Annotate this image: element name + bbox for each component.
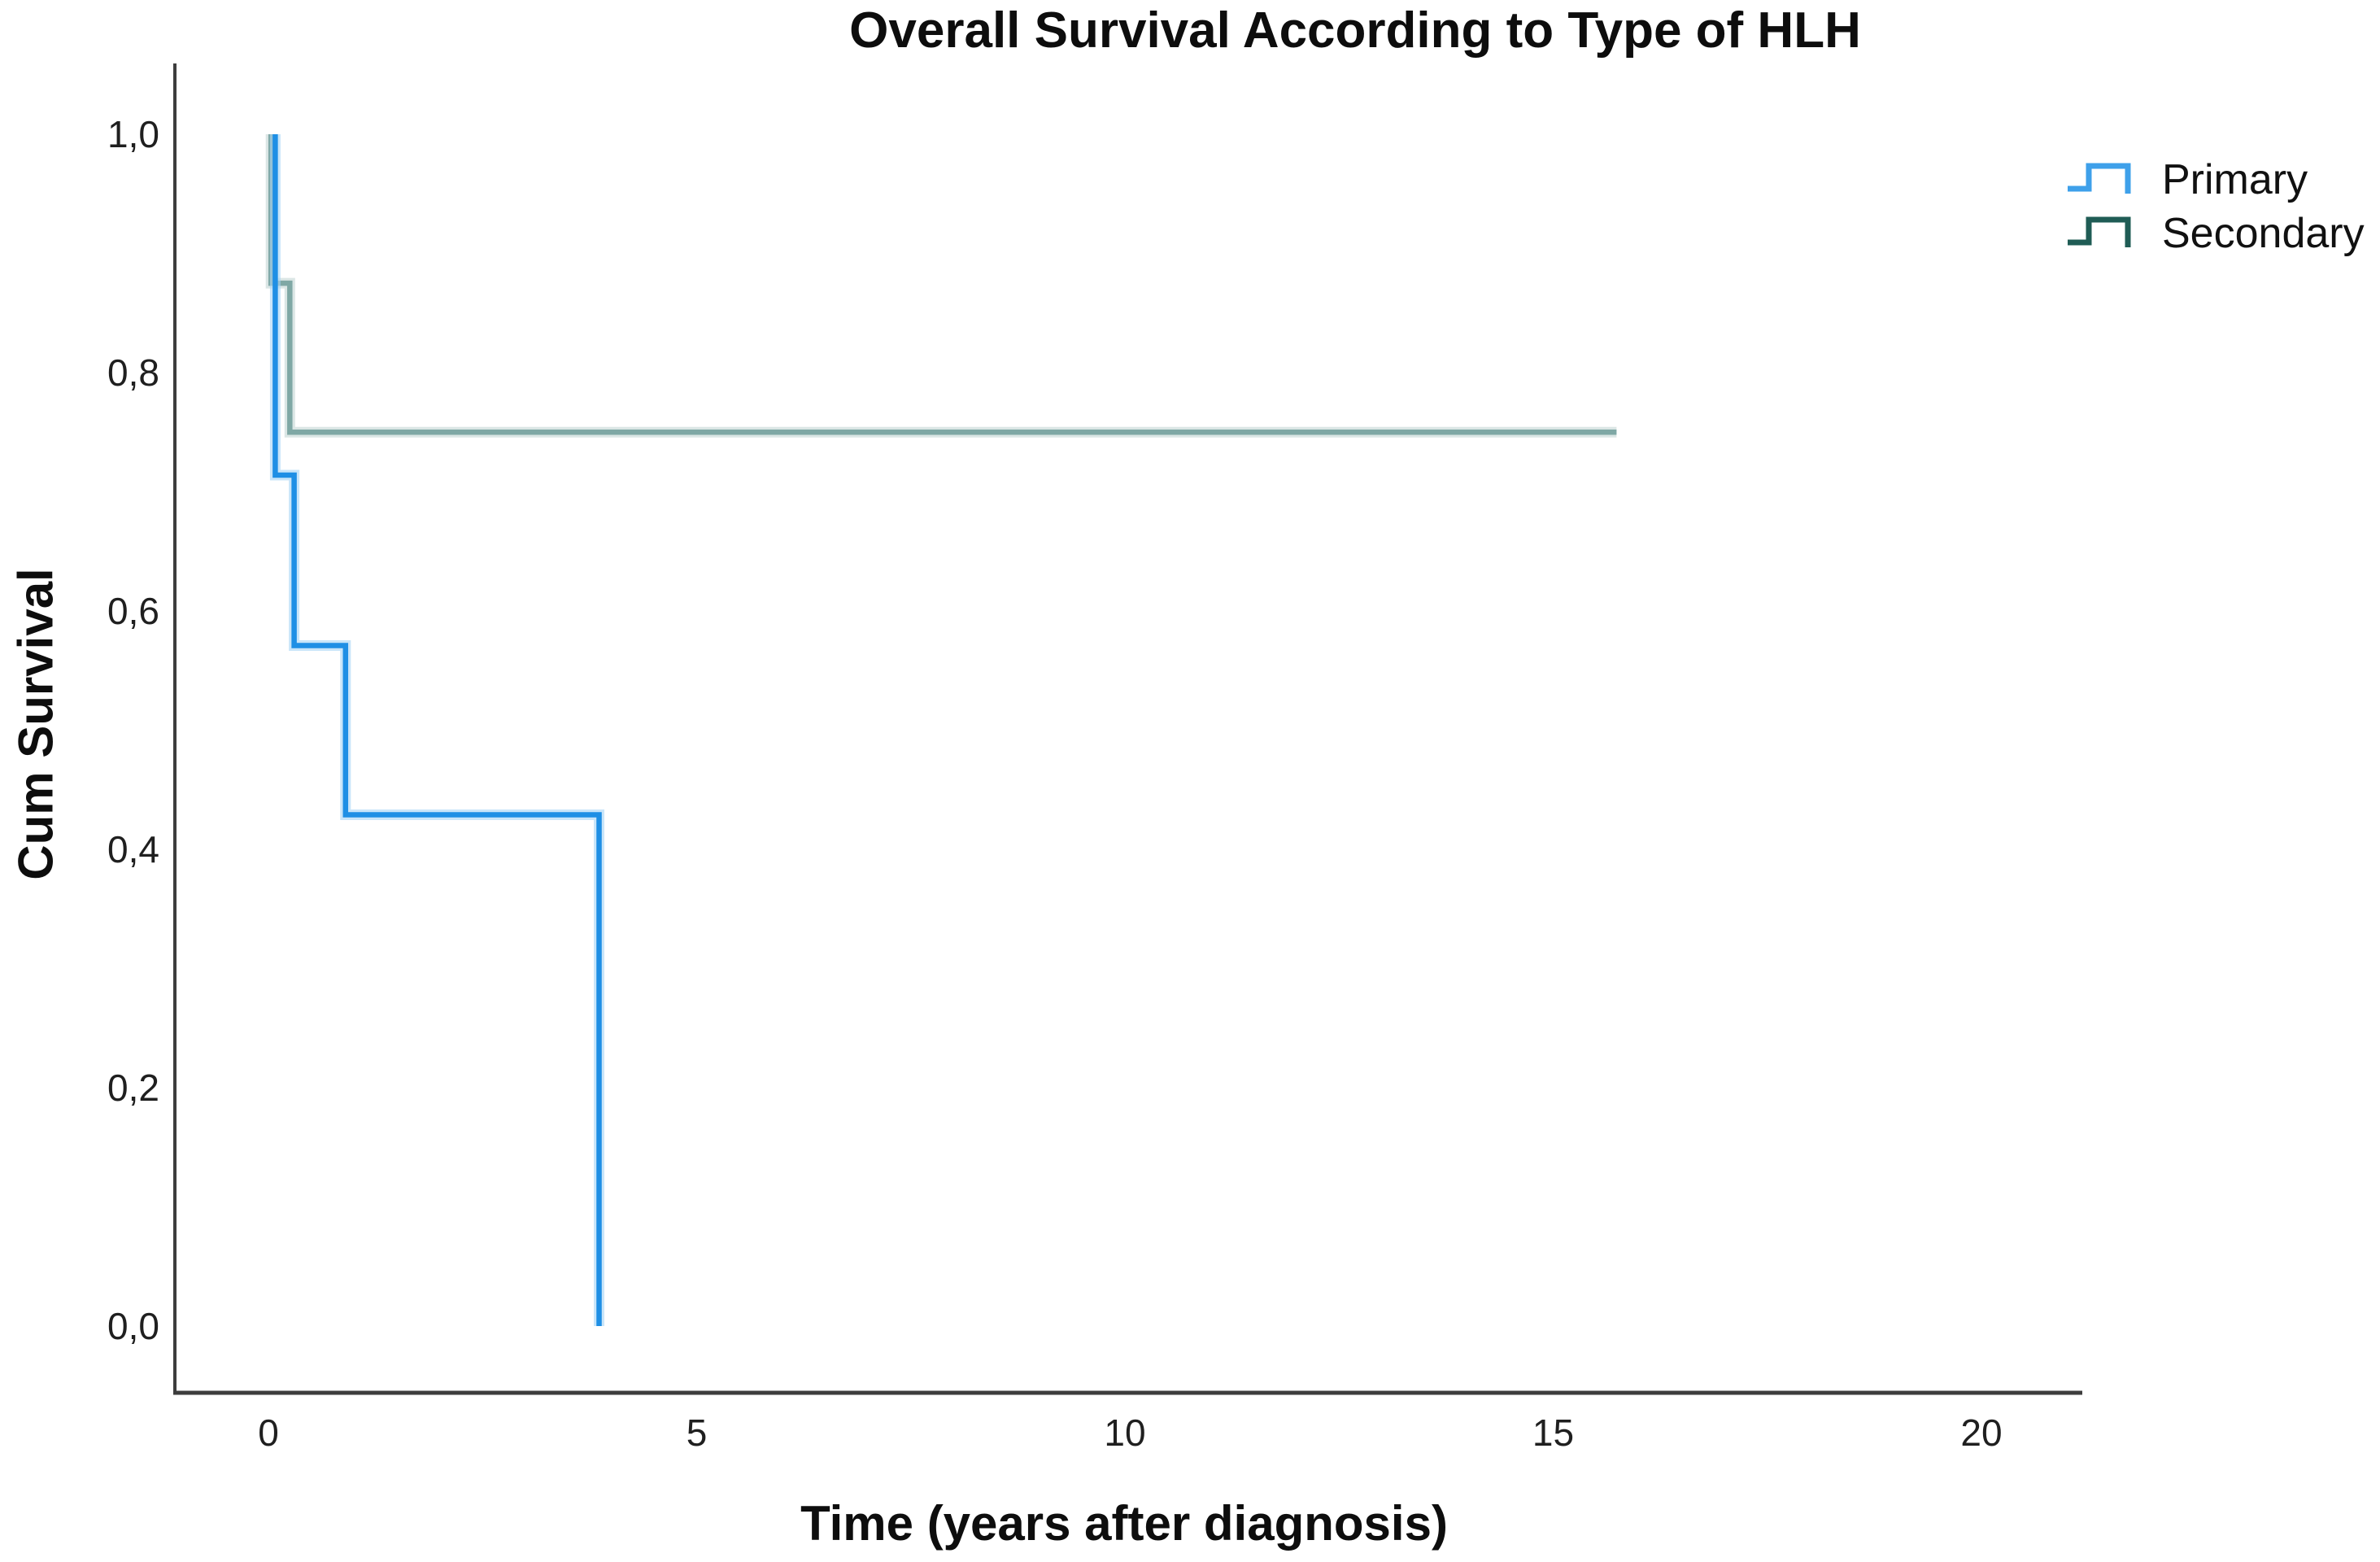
x-tick-label: 15	[1532, 1411, 1575, 1454]
y-tick-label: 0,8	[107, 351, 159, 394]
legend-item-primary: Primary	[2064, 153, 2365, 207]
y-tick-label: 0,2	[107, 1067, 159, 1109]
survival-curves	[265, 134, 1617, 1326]
y-tick-labels: 1,0 0,8 0,6 0,4 0,2 0,0	[0, 0, 159, 1562]
curve-primary	[272, 134, 602, 1326]
x-tick-label: 5	[686, 1411, 708, 1454]
x-tick-label: 20	[1960, 1411, 2003, 1454]
x-tick-label: 0	[258, 1411, 279, 1454]
x-tick-label: 10	[1104, 1411, 1146, 1454]
y-tick-label: 0,6	[107, 590, 159, 632]
secondary-step-line-icon	[2068, 216, 2131, 247]
y-tick-label: 0,4	[107, 828, 159, 870]
primary-step-line-icon	[2068, 163, 2131, 194]
legend: Primary Secondary	[2064, 153, 2365, 260]
chart-title: Overall Survival According to Type of HL…	[849, 2, 1861, 59]
legend-item-secondary: Secondary	[2064, 207, 2365, 260]
legend-label: Primary	[2162, 156, 2308, 203]
x-axis-title: Time (years after diagnosis)	[800, 1496, 1448, 1551]
legend-label: Secondary	[2162, 210, 2365, 257]
y-tick-label: 0,0	[107, 1305, 159, 1347]
y-tick-label: 1,0	[107, 113, 159, 155]
